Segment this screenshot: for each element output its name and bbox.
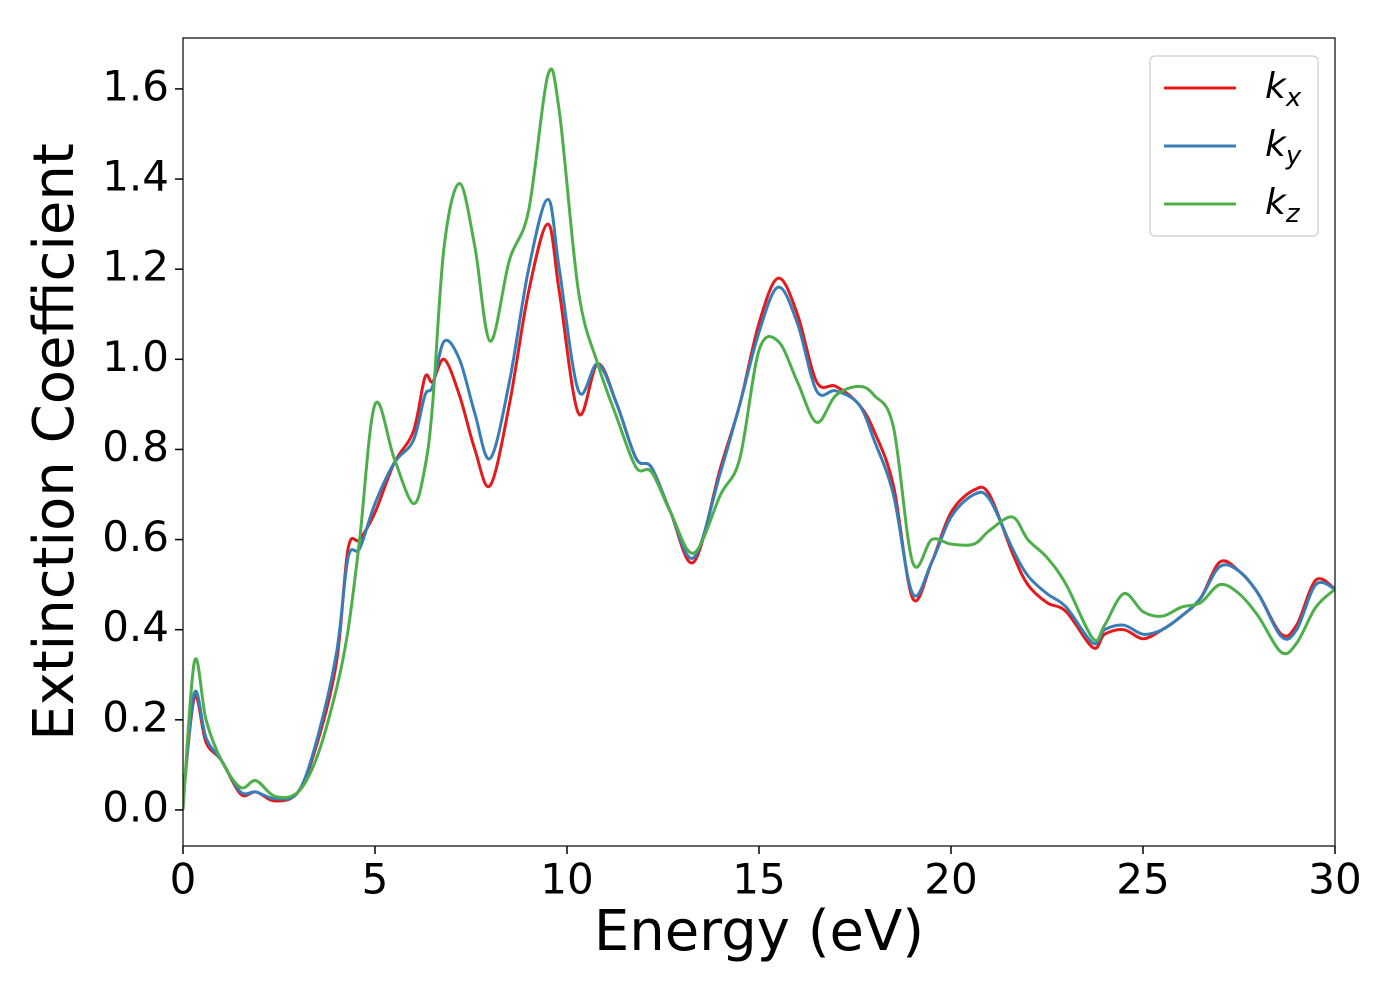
legend-label-sub: z	[1285, 199, 1301, 229]
legend-label-main: k	[1265, 124, 1288, 165]
y-tick-label: 0.4	[102, 602, 169, 651]
y-tick-label: 1.0	[102, 332, 169, 381]
legend-label: ky	[1265, 124, 1302, 171]
y-tick-label: 1.2	[102, 242, 169, 291]
line-series	[183, 67, 1335, 811]
x-tick-label: 0	[170, 855, 197, 904]
y-tick-label: 0.8	[102, 422, 169, 471]
legend-label-main: k	[1265, 182, 1288, 223]
legend-label-sub: y	[1285, 141, 1302, 171]
x-tick-label: 25	[1116, 855, 1169, 904]
legend-label: kz	[1265, 182, 1301, 229]
x-tick-label: 10	[540, 855, 593, 904]
y-tick-label: 0.6	[102, 512, 169, 561]
legend-label: kx	[1265, 66, 1302, 113]
x-axis-label: Energy (eV)	[594, 899, 924, 964]
x-tick-label: 30	[1308, 855, 1361, 904]
y-tick-label: 0.2	[102, 692, 169, 741]
y-axis-label: Extinction Coefficient	[22, 143, 87, 741]
plot-frame	[182, 37, 1336, 847]
x-tick-label: 5	[362, 855, 389, 904]
y-tick-label: 0.0	[102, 782, 169, 831]
legend-label-sub: x	[1285, 83, 1302, 113]
legend-label-main: k	[1265, 66, 1288, 107]
y-tick-label: 1.6	[102, 61, 169, 110]
y-tick-label: 1.4	[102, 152, 169, 201]
x-tick-label: 20	[924, 855, 977, 904]
x-tick-label: 15	[732, 855, 785, 904]
